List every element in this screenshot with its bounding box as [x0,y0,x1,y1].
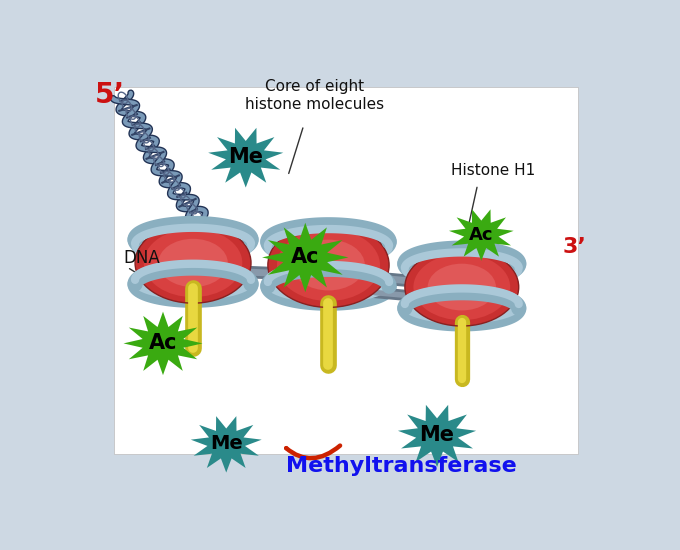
Bar [114,87,578,454]
Polygon shape [398,405,476,467]
Text: Ac: Ac [291,248,320,267]
Ellipse shape [143,229,242,297]
Text: 5’: 5’ [95,81,124,109]
Text: Me: Me [210,434,243,453]
Polygon shape [124,312,203,375]
Ellipse shape [405,248,519,326]
Polygon shape [208,128,284,188]
Text: Core of eight
histone molecules: Core of eight histone molecules [245,79,384,112]
Polygon shape [262,223,348,292]
Ellipse shape [292,240,365,290]
Ellipse shape [277,229,380,301]
FancyArrowPatch shape [286,446,340,458]
Text: Ac: Ac [149,333,177,354]
Ellipse shape [158,239,228,287]
Text: Histone H1: Histone H1 [452,163,536,178]
Polygon shape [449,210,513,261]
Polygon shape [191,416,262,472]
Text: Me: Me [420,425,454,446]
Text: Methyltransferase: Methyltransferase [286,456,517,476]
Text: Me: Me [228,147,263,167]
Text: Ac: Ac [469,226,494,244]
Text: DNA: DNA [124,249,160,267]
Text: 3’: 3’ [562,237,586,257]
Ellipse shape [413,254,510,320]
Ellipse shape [428,263,496,310]
Ellipse shape [135,223,251,303]
Ellipse shape [268,223,389,307]
